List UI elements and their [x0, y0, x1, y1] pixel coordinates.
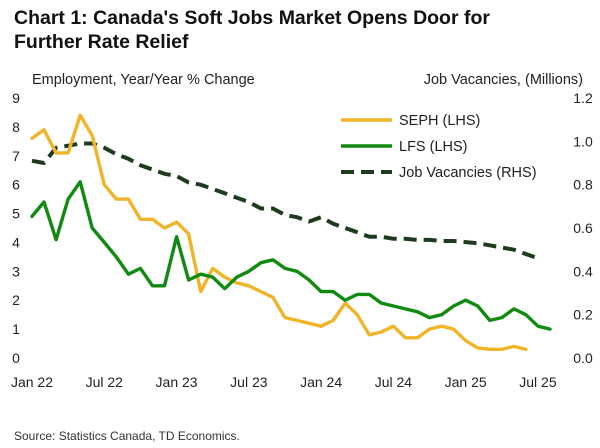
right-axis-title-text: Job Vacancies, (Millions) — [424, 72, 583, 88]
x-tick-label: Jul 23 — [230, 374, 268, 390]
y-left-tick-label: 3 — [12, 263, 20, 279]
y-left-tick-label: 4 — [12, 234, 20, 250]
series-line-lfs-lhs — [30, 180, 552, 331]
y-left-tick-label: 0 — [12, 350, 20, 366]
y-right-tick-label: 0.4 — [573, 263, 593, 279]
left-axis-title: Employment, Year/Year % Change — [32, 72, 255, 88]
x-tick-label: Jan 24 — [300, 374, 342, 390]
x-tick-label: Jan 23 — [156, 374, 198, 390]
x-tick-label: Jul 25 — [519, 374, 557, 390]
legend-label: Job Vacancies (RHS) — [399, 165, 537, 181]
y-axis-right-ticks: 0.0 0.2 0.4 0.6 0.8 1.0 1.2 — [573, 90, 593, 366]
y-left-tick-label: 1 — [12, 321, 20, 337]
source-note: Source: Statistics Canada, TD Economics. — [14, 429, 240, 443]
right-axis-title: Job Vacancies, (Millions) — [424, 72, 583, 88]
y-right-tick-label: 0.6 — [573, 220, 593, 236]
x-tick-label: Jan 22 — [11, 374, 53, 390]
x-tick-label: Jul 22 — [86, 374, 124, 390]
x-tick-label: Jan 25 — [445, 374, 487, 390]
y-left-tick-label: 6 — [12, 177, 20, 193]
y-right-tick-label: 0.8 — [573, 177, 593, 193]
y-left-tick-label: 8 — [12, 119, 20, 135]
y-right-tick-label: 1.0 — [573, 133, 593, 149]
y-left-tick-label: 9 — [12, 90, 20, 106]
y-right-tick-label: 1.2 — [573, 90, 593, 106]
y-axis-left-ticks: 0 1 2 3 4 5 6 7 8 9 — [12, 90, 20, 366]
x-axis-ticks: Jan 22 Jul 22 Jan 23 Jul 23 Jan 24 Jul 24 Jan … — [11, 374, 557, 390]
y-right-tick-label: 0.2 — [573, 307, 593, 323]
y-left-tick-label: 7 — [12, 148, 20, 164]
legend-label: LFS (LHS) — [399, 139, 468, 155]
x-tick-label: Jul 24 — [375, 374, 413, 390]
left-axis-title-text: Employment, Year/Year % Change — [32, 72, 255, 88]
series-lines — [30, 113, 552, 351]
legend-label: SEPH (LHS) — [399, 113, 480, 129]
legend: SEPH (LHS) LFS (LHS) Job Vacancies (RHS) — [341, 113, 537, 181]
y-left-tick-label: 2 — [12, 292, 20, 308]
y-left-tick-label: 5 — [12, 206, 20, 222]
chart-title: Chart 1: Canada's Soft Jobs Market Opens… — [14, 7, 490, 53]
series-line-seph-lhs — [30, 113, 528, 351]
y-right-tick-label: 0.0 — [573, 350, 593, 366]
series-line-job-vacancies-rhs — [31, 141, 539, 261]
